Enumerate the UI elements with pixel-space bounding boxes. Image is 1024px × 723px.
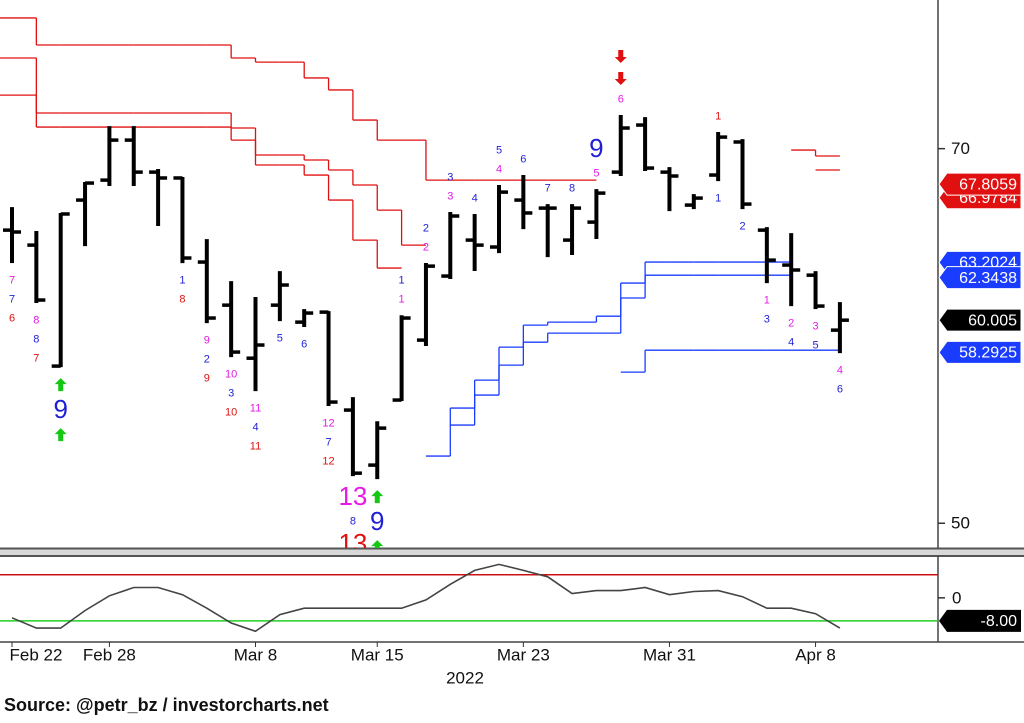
td-count: 4 [472,192,478,204]
signal-arrow [371,540,384,548]
threshold-label: -8.00 [981,613,1018,630]
td-count: 1 [399,275,405,287]
td-count: 11 [250,441,261,453]
last-price-label: 60.005 [968,312,1017,329]
oscillator-panel [0,563,938,633]
td-count: 7 [325,436,331,448]
td-count: 1 [715,110,721,122]
price-label-box [938,172,1022,196]
signal-arrow [371,490,384,504]
td-count: 7 [9,293,15,305]
td-count: 10 [225,368,237,380]
y-tick-label: 0 [952,588,961,607]
x-tick-label: Feb 28 [83,645,136,664]
td-count: 7 [33,352,39,364]
td-count: 5 [496,144,502,156]
price-label-box [938,266,1022,290]
td-count: 3 [812,320,818,332]
x-tick-label: Feb 22 [10,645,63,664]
td-count: 10 [225,406,237,418]
threshold-label-box [939,609,1021,632]
td-count: 1 [399,294,405,306]
td-count: 12 [322,455,334,467]
td-count: 8 [33,333,39,345]
signal-arrow [614,72,627,86]
signal-arrow [614,50,627,64]
td-count: 4 [252,422,258,434]
td-count: 3 [228,387,234,399]
td-count: 8 [33,314,39,326]
td-count: 4 [496,163,502,175]
signal-arrow [54,378,67,392]
td-count: 8 [350,515,356,527]
y-tick-label: 70 [951,139,970,158]
td-count: 2 [423,222,429,234]
price-label-box [938,340,1022,364]
td-count: 3 [447,190,453,202]
td-count: 13 [338,481,367,511]
td-count: 5 [812,339,818,351]
axes: 507066.978467.805963.202462.343858.29256… [10,139,1022,687]
price-label: 67.8059 [959,176,1017,193]
td-count: 8 [179,293,185,305]
price-label: 58.2925 [959,345,1017,362]
td-count: 6 [837,383,843,395]
td-count: 13 [338,528,367,558]
td-count: 11 [250,403,261,415]
td-count: 9 [370,506,384,536]
td-count: 4 [788,337,794,349]
td-count: 9 [53,394,67,424]
y-tick-label: 50 [951,514,970,533]
signal-arrow [54,428,67,442]
td-count: 8 [569,182,575,194]
td-count: 5 [277,332,283,344]
td-count: 3 [764,314,770,326]
td-count: 9 [589,133,603,163]
x-tick-label: Apr 8 [795,645,836,664]
td-count: 6 [520,153,526,165]
td-count: 12 [322,417,334,429]
td-count: 2 [423,241,429,253]
td-count: 9 [204,373,210,385]
td-count: 1 [179,274,185,286]
td-count: 7 [9,274,15,286]
td-count: 4 [837,364,843,376]
x-tick-label: Mar 8 [234,645,277,664]
td-count: 1 [764,295,770,307]
td-count: 9 [204,335,210,347]
td-count: 6 [618,93,624,105]
last-price-label-box [938,308,1022,332]
x-tick-label: Mar 31 [643,645,696,664]
oscillator-line [11,563,841,633]
source-note: Source: @petr_bz / investorcharts.net [4,695,329,715]
td-count: 3 [447,171,453,183]
td-count: 7 [545,182,551,194]
td-count: 2 [739,221,745,233]
td-count: 6 [9,312,15,324]
panel-separator [0,548,1024,556]
td-count: 2 [204,354,210,366]
x-axis-title: 2022 [446,668,484,687]
x-tick-label: Mar 23 [497,645,550,664]
price-label: 62.3438 [959,270,1017,287]
td-count: 5 [593,168,599,180]
x-tick-label: Mar 15 [351,645,404,664]
td-count: 2 [788,318,794,330]
td-count: 6 [301,338,307,350]
td-count: 1 [715,193,721,205]
